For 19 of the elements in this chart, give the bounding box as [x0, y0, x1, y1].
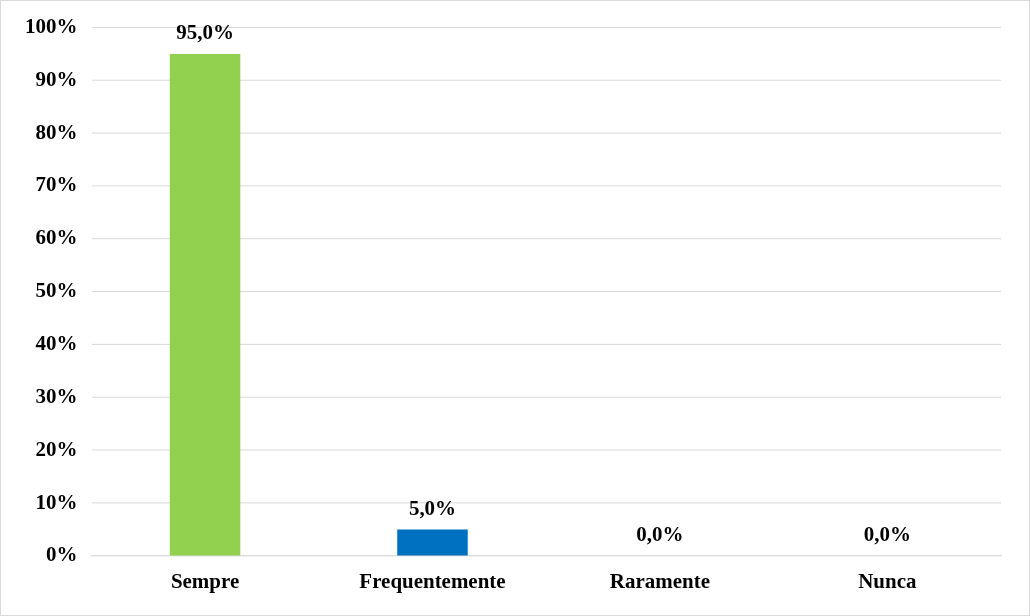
y-tick-label: 90%: [35, 66, 78, 91]
y-tick-label: 20%: [35, 436, 78, 461]
y-tick-label: 60%: [35, 225, 78, 250]
x-tick-label: Frequentemente: [359, 568, 506, 593]
data-label: 0,0%: [863, 521, 911, 546]
x-tick-label: Sempre: [170, 568, 240, 593]
y-tick-label: 100%: [24, 13, 78, 38]
y-tick-label: 40%: [35, 331, 78, 355]
y-tick-label: 30%: [35, 383, 78, 408]
y-tick-label: 80%: [35, 119, 78, 144]
data-label: 0,0%: [636, 521, 684, 546]
y-tick-label: 50%: [35, 278, 78, 303]
y-tick-label: 10%: [35, 489, 78, 514]
x-tick-label: Nunca: [858, 568, 917, 593]
x-tick-label: Raramente: [609, 568, 710, 593]
data-label: 5,0%: [408, 495, 457, 520]
y-tick-label: 70%: [35, 172, 78, 197]
y-tick-label: 0%: [45, 542, 78, 567]
data-label: 95,0%: [176, 19, 234, 44]
